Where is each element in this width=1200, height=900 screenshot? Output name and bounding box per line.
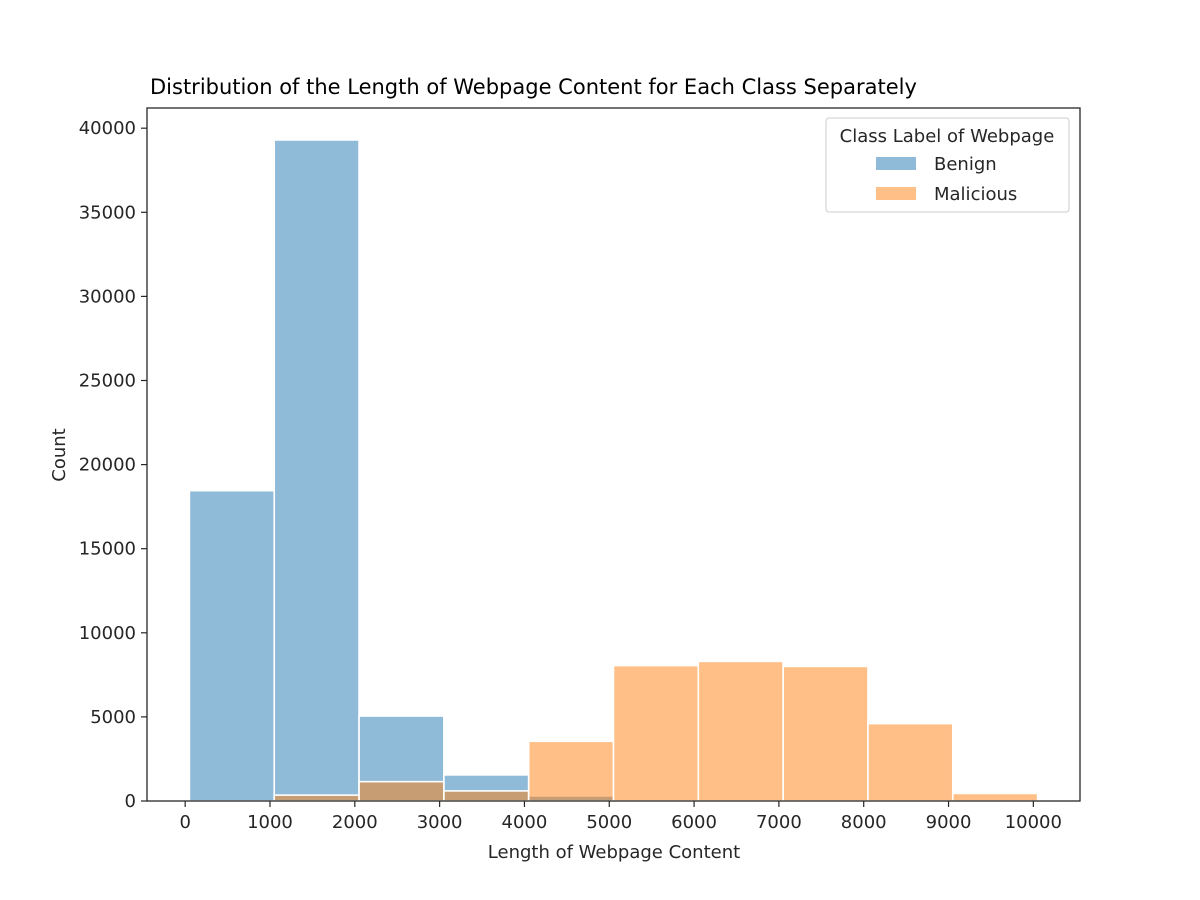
x-tick-label: 0: [179, 812, 190, 833]
bar-malicious-9: [951, 792, 1039, 802]
bar-malicious-8: [867, 722, 954, 802]
bar-benign-1: [273, 139, 360, 802]
bar-malicious-6: [697, 660, 784, 802]
legend: Class Label of Webpage Benign Malicious: [825, 117, 1070, 213]
bar-malicious-1: [273, 794, 360, 802]
x-tick-label: 3000: [417, 812, 463, 833]
bar-malicious-2: [358, 780, 445, 802]
x-tick-label: 10000: [1005, 812, 1062, 833]
x-tick-label: 9000: [926, 812, 972, 833]
y-tick-label: 5000: [90, 707, 136, 728]
x-tick-label: 8000: [841, 812, 887, 833]
y-tick-label: 20000: [79, 455, 136, 476]
bar-benign-0: [188, 489, 276, 802]
y-tick-label: 40000: [79, 118, 136, 139]
bars-group: [188, 139, 1039, 802]
x-tick-label: 4000: [502, 812, 548, 833]
y-tick-label: 25000: [79, 370, 136, 391]
legend-swatch-malicious: [876, 187, 916, 200]
y-tick-label: 35000: [79, 202, 136, 223]
x-tick-label: 1000: [247, 812, 293, 833]
bar-malicious-5: [612, 664, 700, 802]
bar-malicious-4: [527, 740, 615, 802]
legend-label-malicious: Malicious: [934, 184, 1017, 205]
bar-malicious-3: [443, 790, 530, 802]
x-tick-label: 5000: [586, 812, 632, 833]
x-axis-label: Length of Webpage Content: [488, 842, 740, 863]
legend-title: Class Label of Webpage: [840, 126, 1055, 147]
x-axis-ticks: 0 1000 2000 3000 4000 5000 6000 7000 8000 9000 100…: [179, 801, 1062, 833]
legend-label-benign: Benign: [934, 154, 997, 175]
y-axis-ticks: 0 5000 10000 15000 20000 25000 30000 35000 40000: [79, 118, 147, 812]
legend-swatch-benign: [876, 157, 916, 170]
chart-title: Distribution of the Length of Webpage Co…: [150, 75, 917, 99]
x-tick-label: 6000: [671, 812, 717, 833]
y-tick-label: 10000: [79, 623, 136, 644]
y-tick-label: 0: [125, 791, 136, 812]
y-tick-label: 30000: [79, 286, 136, 307]
x-tick-label: 7000: [756, 812, 802, 833]
x-tick-label: 2000: [332, 812, 378, 833]
y-tick-label: 15000: [79, 539, 136, 560]
bar-malicious-7: [782, 665, 869, 802]
plot-frame: [146, 107, 1081, 802]
y-axis-label: Count: [49, 428, 70, 481]
